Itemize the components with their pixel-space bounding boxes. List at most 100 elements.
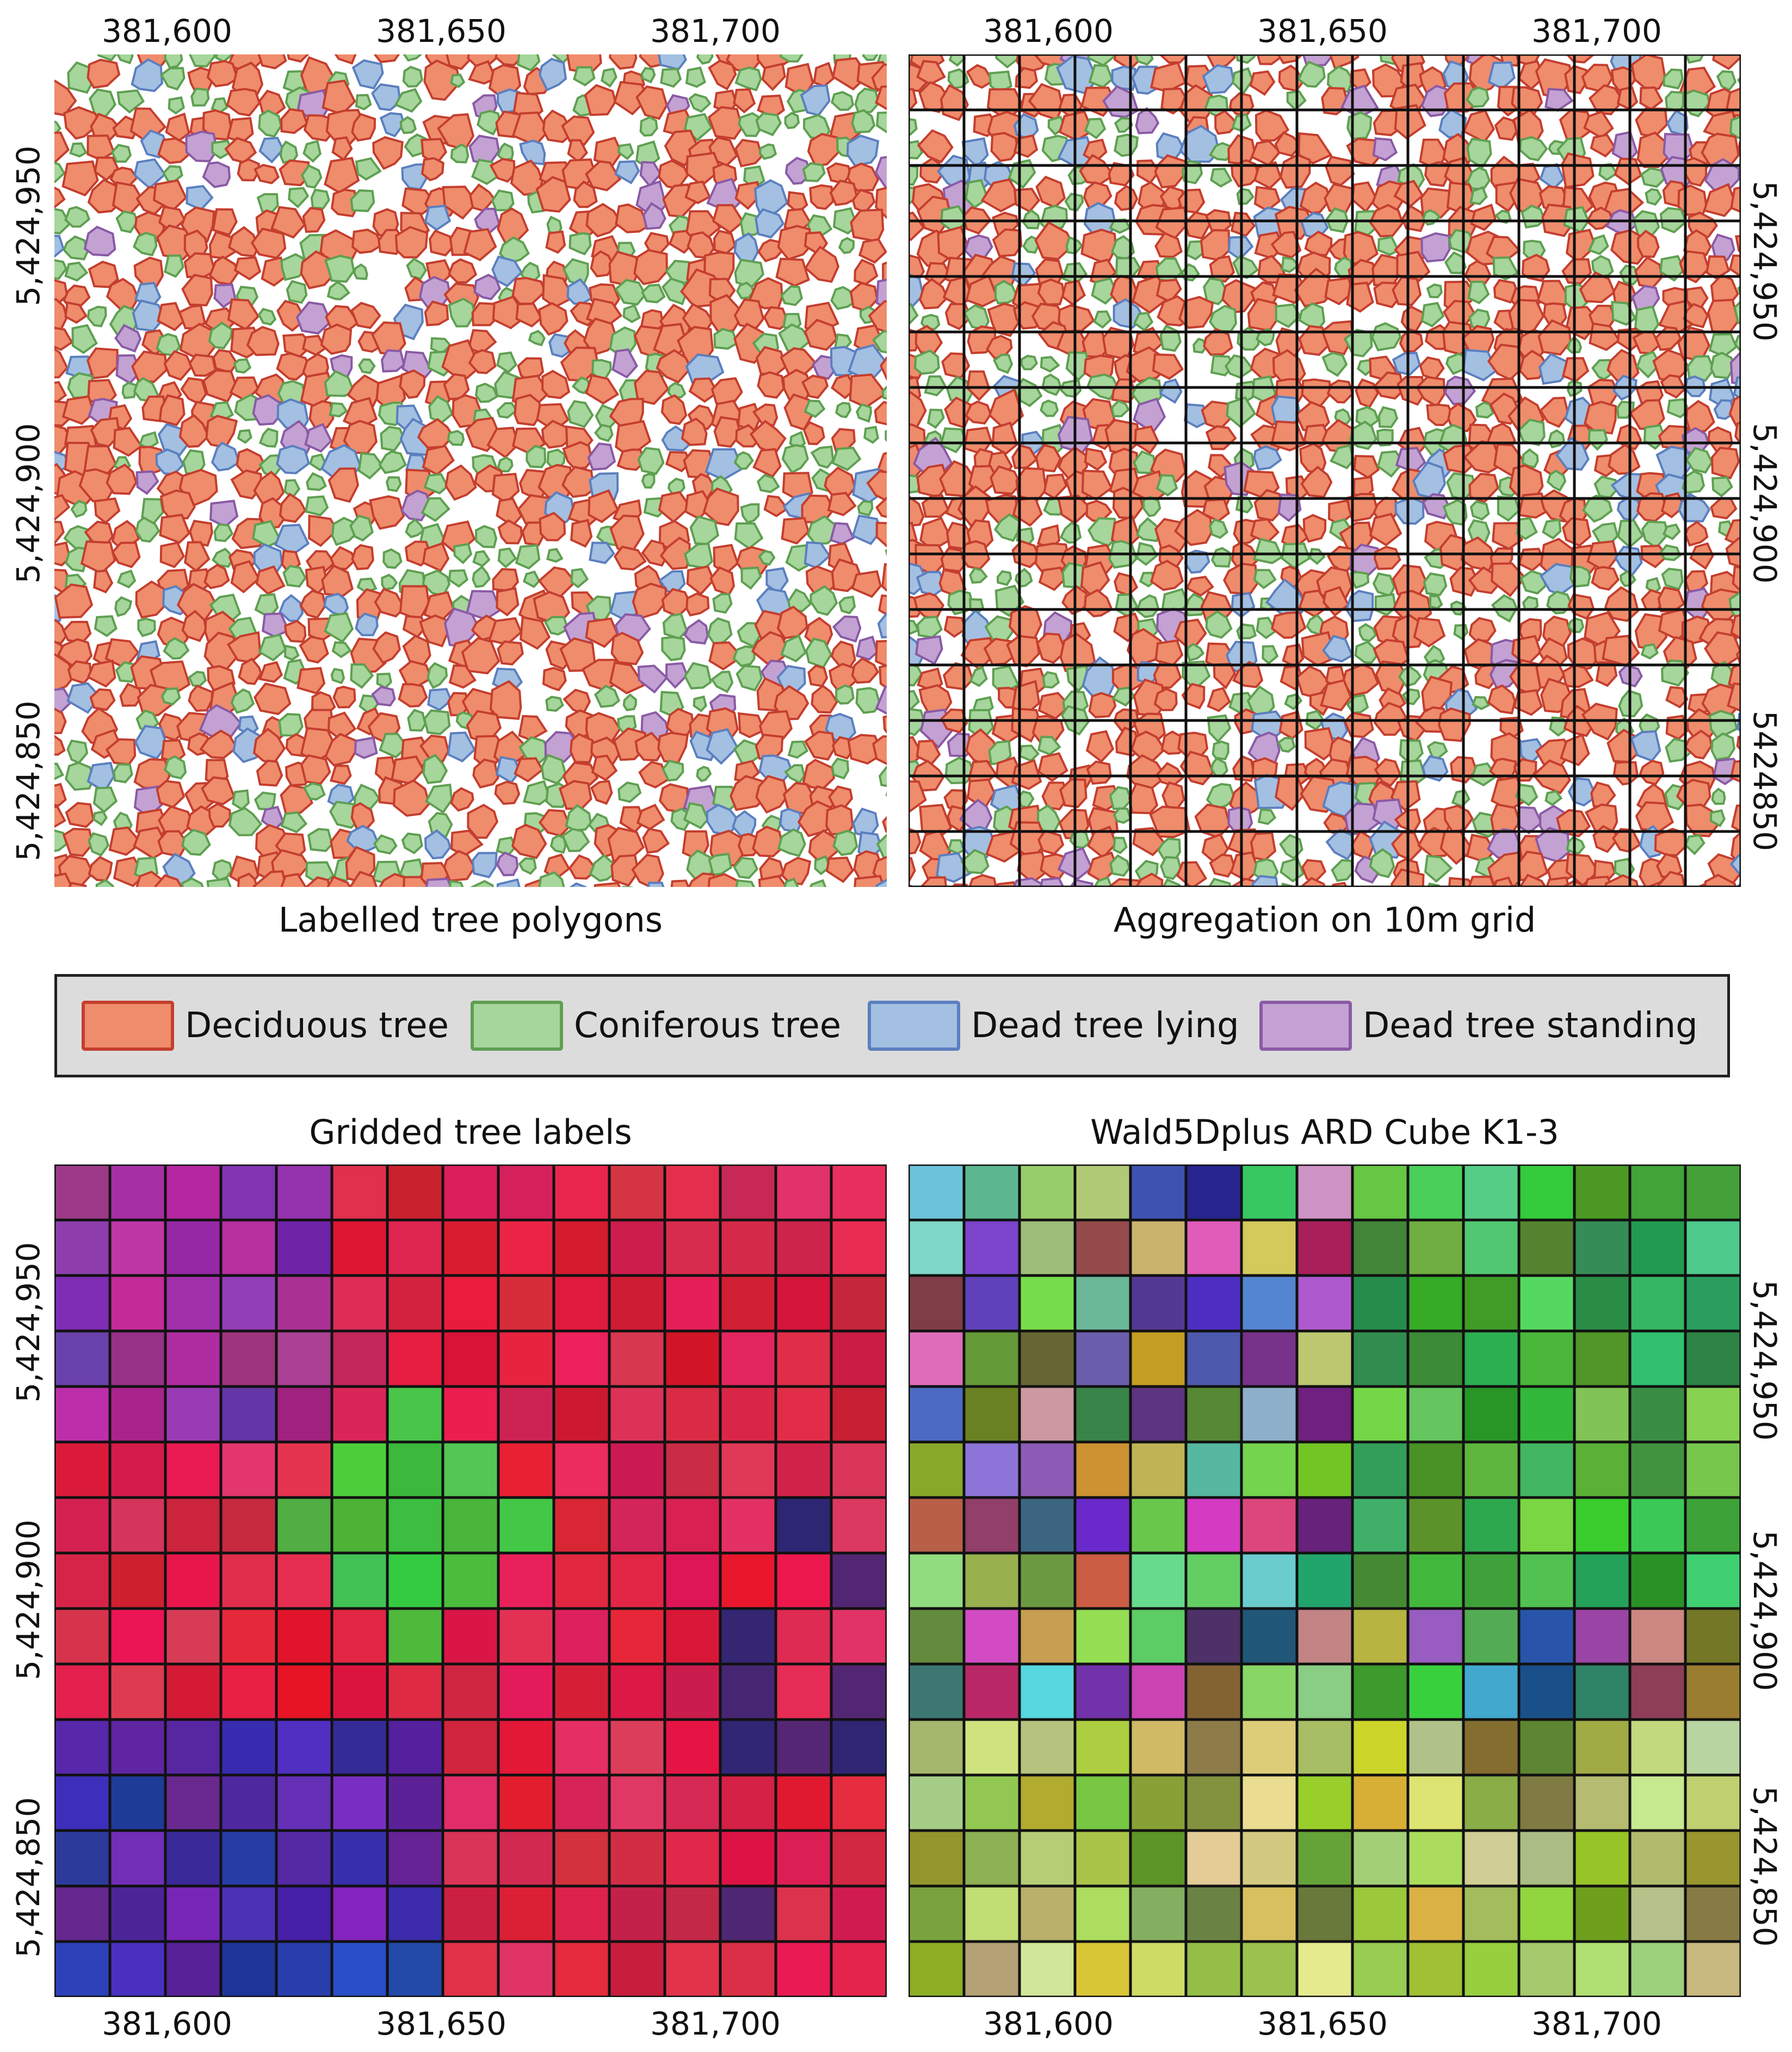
tree-crown-polygon xyxy=(1041,373,1062,396)
tree-crown-polygon xyxy=(1257,808,1277,825)
tree-crown-polygon xyxy=(807,133,842,168)
tree-crown-polygon xyxy=(180,377,207,405)
grid-cell xyxy=(54,1884,112,1943)
grid-cell xyxy=(1295,1718,1354,1777)
grid-cell xyxy=(386,1607,444,1666)
tree-crown-polygon xyxy=(809,879,827,887)
grid-cell xyxy=(1628,1662,1687,1721)
tree-crown-polygon xyxy=(876,834,887,860)
tree-crown-polygon xyxy=(351,544,374,570)
tree-crown-polygon xyxy=(1277,737,1296,753)
tree-crown-polygon xyxy=(254,791,276,811)
grid-cell xyxy=(1628,1440,1687,1499)
grid-cell xyxy=(909,1551,966,1610)
grid-cell xyxy=(1406,1218,1465,1277)
tree-crown-polygon xyxy=(1185,575,1214,597)
grid-cell xyxy=(1351,1218,1410,1277)
tree-crown-polygon xyxy=(787,740,809,759)
grid-cell xyxy=(1240,1274,1299,1333)
grid-cell xyxy=(497,1164,555,1222)
tree-crown-polygon xyxy=(405,518,425,539)
aggregation-10m-grid-map xyxy=(909,54,1741,887)
tree-crown-polygon xyxy=(199,729,238,759)
tree-crown-polygon xyxy=(757,473,780,494)
tree-crown-polygon xyxy=(380,426,405,452)
tree-crown-polygon xyxy=(1709,710,1738,740)
grid-cell xyxy=(1018,1773,1077,1832)
tree-crown-polygon xyxy=(588,489,619,523)
grid-cell xyxy=(719,1607,777,1666)
tree-crown-polygon xyxy=(712,593,733,614)
grid-cells-canvas xyxy=(909,1164,1741,1997)
grid-cell xyxy=(1073,1218,1132,1277)
tree-crown-polygon xyxy=(1135,872,1164,887)
grid-cell xyxy=(1406,1718,1465,1777)
tree-crown-polygon xyxy=(1661,568,1684,590)
grid-cell xyxy=(663,1662,722,1721)
grid-cell xyxy=(719,1884,777,1943)
caption-labelled-tree-polygons: Labelled tree polygons xyxy=(278,900,663,940)
grid-cell xyxy=(1573,1662,1632,1721)
tree-crown-polygon xyxy=(423,59,461,101)
tree-crown-polygon xyxy=(990,132,1019,162)
tree-crown-polygon xyxy=(1279,153,1311,189)
tree-crown-polygon xyxy=(1632,331,1661,355)
tree-crown-polygon xyxy=(305,876,331,887)
tree-crown-polygon xyxy=(1491,562,1527,597)
grid-cell xyxy=(719,1218,777,1277)
tree-crown-polygon xyxy=(66,739,89,765)
tree-crown-polygon xyxy=(641,284,666,304)
tree-crown-polygon xyxy=(442,186,478,220)
grid-cell xyxy=(1240,1218,1299,1277)
grid-cell xyxy=(1351,1773,1410,1832)
tree-crown-polygon xyxy=(1346,492,1379,522)
grid-cell xyxy=(719,1718,777,1777)
tree-crown-polygon xyxy=(874,400,887,426)
x-tick-381700: 381,700 xyxy=(1531,13,1662,50)
tree-crown-polygon xyxy=(1561,152,1595,189)
tree-crown-polygon xyxy=(876,452,887,475)
grid-cell xyxy=(719,1274,777,1333)
tree-crown-polygon xyxy=(64,206,91,228)
tree-crown-polygon xyxy=(610,854,640,887)
tree-crown-polygon xyxy=(86,58,121,89)
grid-cell xyxy=(774,1940,833,1997)
tree-crown-polygon xyxy=(374,588,406,618)
tree-crown-polygon xyxy=(665,662,689,689)
tree-crown-polygon xyxy=(622,693,637,712)
tree-crown-polygon xyxy=(587,442,616,471)
x-tick-381650: 381,650 xyxy=(1257,2005,1388,2042)
grid-cell xyxy=(909,1218,966,1277)
tree-crown-polygon xyxy=(708,59,737,91)
grid-cell xyxy=(830,1773,887,1832)
tree-crown-polygon xyxy=(1420,232,1451,263)
tree-crown-polygon xyxy=(1426,283,1443,299)
tree-crown-polygon xyxy=(211,441,241,472)
tree-crown-polygon xyxy=(299,589,326,619)
tree-crown-polygon xyxy=(1210,757,1228,778)
grid-cell xyxy=(1517,1440,1576,1499)
grid-cell xyxy=(552,1718,611,1777)
tree-crown-polygon xyxy=(178,414,210,448)
tree-crown-polygon xyxy=(1537,319,1572,356)
tree-crown-polygon xyxy=(589,854,616,882)
tree-crown-polygon xyxy=(924,375,947,397)
tree-crown-polygon xyxy=(734,522,764,550)
tree-crown-polygon xyxy=(496,402,518,419)
tree-crown-polygon xyxy=(1281,256,1300,273)
tree-crown-polygon xyxy=(1229,851,1260,883)
grid-cell xyxy=(386,1440,444,1499)
tree-crown-polygon xyxy=(969,567,988,584)
grid-cell xyxy=(1517,1496,1576,1555)
tree-crown-polygon xyxy=(1654,828,1689,856)
tree-crown-polygon xyxy=(258,427,279,448)
tree-crown-polygon xyxy=(1468,876,1496,887)
tree-crown-polygon xyxy=(489,158,516,183)
tree-crown-polygon xyxy=(92,810,108,827)
tree-crown-polygon xyxy=(882,816,887,833)
tree-crown-polygon xyxy=(86,660,116,688)
tree-crown-polygon xyxy=(324,612,354,643)
tree-crown-polygon xyxy=(640,67,656,84)
tree-crown-polygon xyxy=(399,116,417,134)
tree-crown-polygon xyxy=(1561,664,1594,688)
